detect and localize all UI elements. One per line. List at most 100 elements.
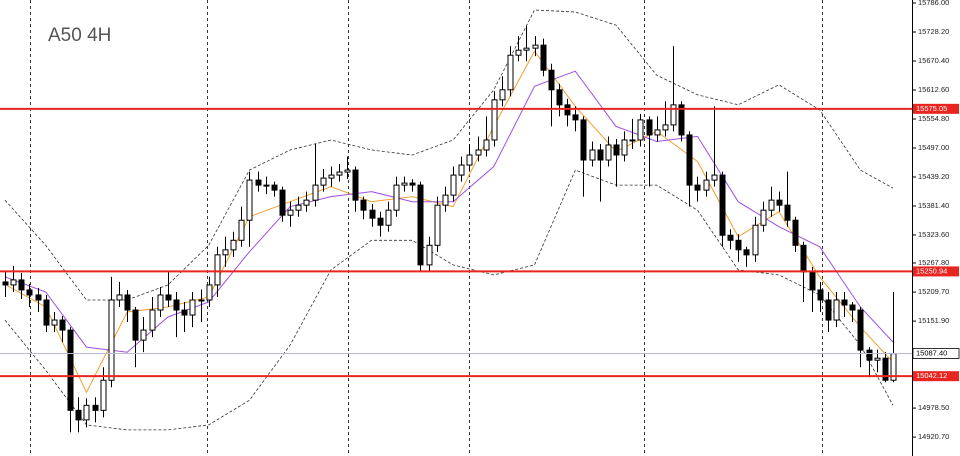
candle-body [116,294,123,301]
candle-body [409,182,416,186]
candle-body [238,219,245,241]
candle-body [466,154,473,166]
candle-body [75,409,82,421]
candle-body [328,174,335,179]
candle-body [287,209,294,216]
y-tick-label: 15554.80 [918,114,949,123]
candle-body [711,174,718,181]
candle-body [246,179,253,221]
candle-body [35,294,42,301]
candle-body [882,357,889,381]
candle-body [849,304,856,311]
y-tick-label: 15267.80 [918,258,949,267]
candle-body [140,329,147,341]
level-label-box [913,103,959,114]
candle-body [637,119,644,141]
candle-body [857,309,864,351]
candle-body [686,134,693,186]
candle-body [833,299,840,321]
candle-body [434,204,441,246]
candle-body [26,289,33,296]
candle-body [613,144,620,156]
candle-body [597,149,604,161]
moving-average [4,50,894,394]
candle-body [263,184,270,187]
candle-body [206,284,213,301]
candle-body [255,179,262,186]
candle-body [401,182,408,186]
candle-body [100,379,107,411]
candle-body [654,129,661,136]
candle-body [214,254,221,286]
candle-body [132,309,139,341]
candle-body [507,54,514,91]
y-tick-label: 15786.00 [918,0,949,7]
candle-body [181,309,188,316]
candle-body [809,271,816,291]
candle-body [393,184,400,211]
candle-body [344,169,351,173]
candle-body [458,164,465,176]
y-tick-label: 15728.20 [918,27,949,36]
candle-body [735,239,742,251]
candle-body [198,299,205,302]
y-tick-label: 15439.20 [918,172,949,181]
candle-body [646,119,653,136]
candle-body [629,139,636,142]
candle-body [776,199,783,206]
y-tick-label: 15612.60 [918,85,949,94]
y-tick-label: 15323.60 [918,230,949,239]
y-tick-label: 15381.40 [918,201,949,210]
candle-body [532,44,539,49]
y-tick-label: 15497.00 [918,143,949,152]
candle-body [67,329,74,411]
candle-body [694,184,701,191]
candle-body [303,199,310,206]
candle-body [295,204,302,211]
candle-body [426,244,433,266]
candle-body [360,199,367,211]
candle-body [523,47,530,51]
candle-body [743,249,750,256]
candle-body [279,189,286,216]
period-separators [30,0,823,456]
candle-body [92,404,99,411]
candle-body [768,199,775,211]
candle-body [841,299,848,306]
candle-body [83,404,90,421]
chart-title: A50 4H [48,25,111,46]
candle-body [548,69,555,91]
y-tick-label: 15670.40 [918,56,949,65]
candle-body [165,294,172,301]
candle-body [662,124,669,131]
candle-body [825,299,832,321]
candle-body [312,184,319,201]
candle-body [572,114,579,121]
candle-body [621,139,628,156]
candle-body [377,217,384,226]
candle-body [442,194,449,206]
candle-body [727,234,734,241]
candle-body [605,144,612,161]
candle-body [59,319,66,331]
candle-body [450,174,457,196]
candle-body [483,139,490,151]
candle-body [189,299,196,316]
candle-body [499,89,506,101]
level-label: 15250.94 [916,266,947,275]
candle-body [43,299,50,326]
level-label-box [913,371,959,382]
candle-body [752,224,759,256]
candle-body [230,239,237,251]
candle-body [222,249,229,256]
candle-body [149,309,156,331]
candle-body [703,179,710,191]
level-label: 15575.05 [916,104,947,113]
candle-body [2,281,9,286]
candle-body [336,171,343,176]
candle-body [556,89,563,106]
candle-body [580,119,587,161]
